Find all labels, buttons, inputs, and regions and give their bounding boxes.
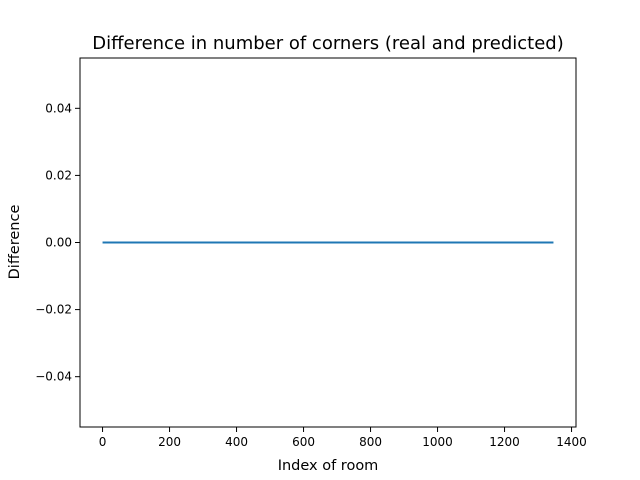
- x-tick-label: 800: [359, 435, 382, 449]
- x-tick-label: 1400: [556, 435, 587, 449]
- x-tick-label: 200: [158, 435, 181, 449]
- x-tick-label: 1200: [489, 435, 520, 449]
- x-tick-label: 400: [225, 435, 248, 449]
- y-tick-label: 0.00: [45, 236, 72, 250]
- y-axis: −0.04 −0.02 0.00 0.02 0.04: [35, 101, 80, 384]
- plot-area: [79, 57, 577, 428]
- x-axis: 0 200 400 600 800 1000 1200 1400: [99, 427, 587, 449]
- y-tick-label: −0.04: [35, 370, 72, 384]
- x-tick-label: 600: [292, 435, 315, 449]
- x-axis-label: Index of room: [278, 458, 379, 474]
- y-tick-label: 0.04: [45, 101, 72, 115]
- y-axis-label: Difference: [7, 205, 23, 280]
- x-tick-label: 0: [99, 435, 107, 449]
- chart-title: Difference in number of corners (real an…: [92, 33, 564, 54]
- y-tick-label: 0.02: [45, 168, 72, 182]
- y-tick-label: −0.02: [35, 303, 72, 317]
- x-tick-label: 1000: [422, 435, 453, 449]
